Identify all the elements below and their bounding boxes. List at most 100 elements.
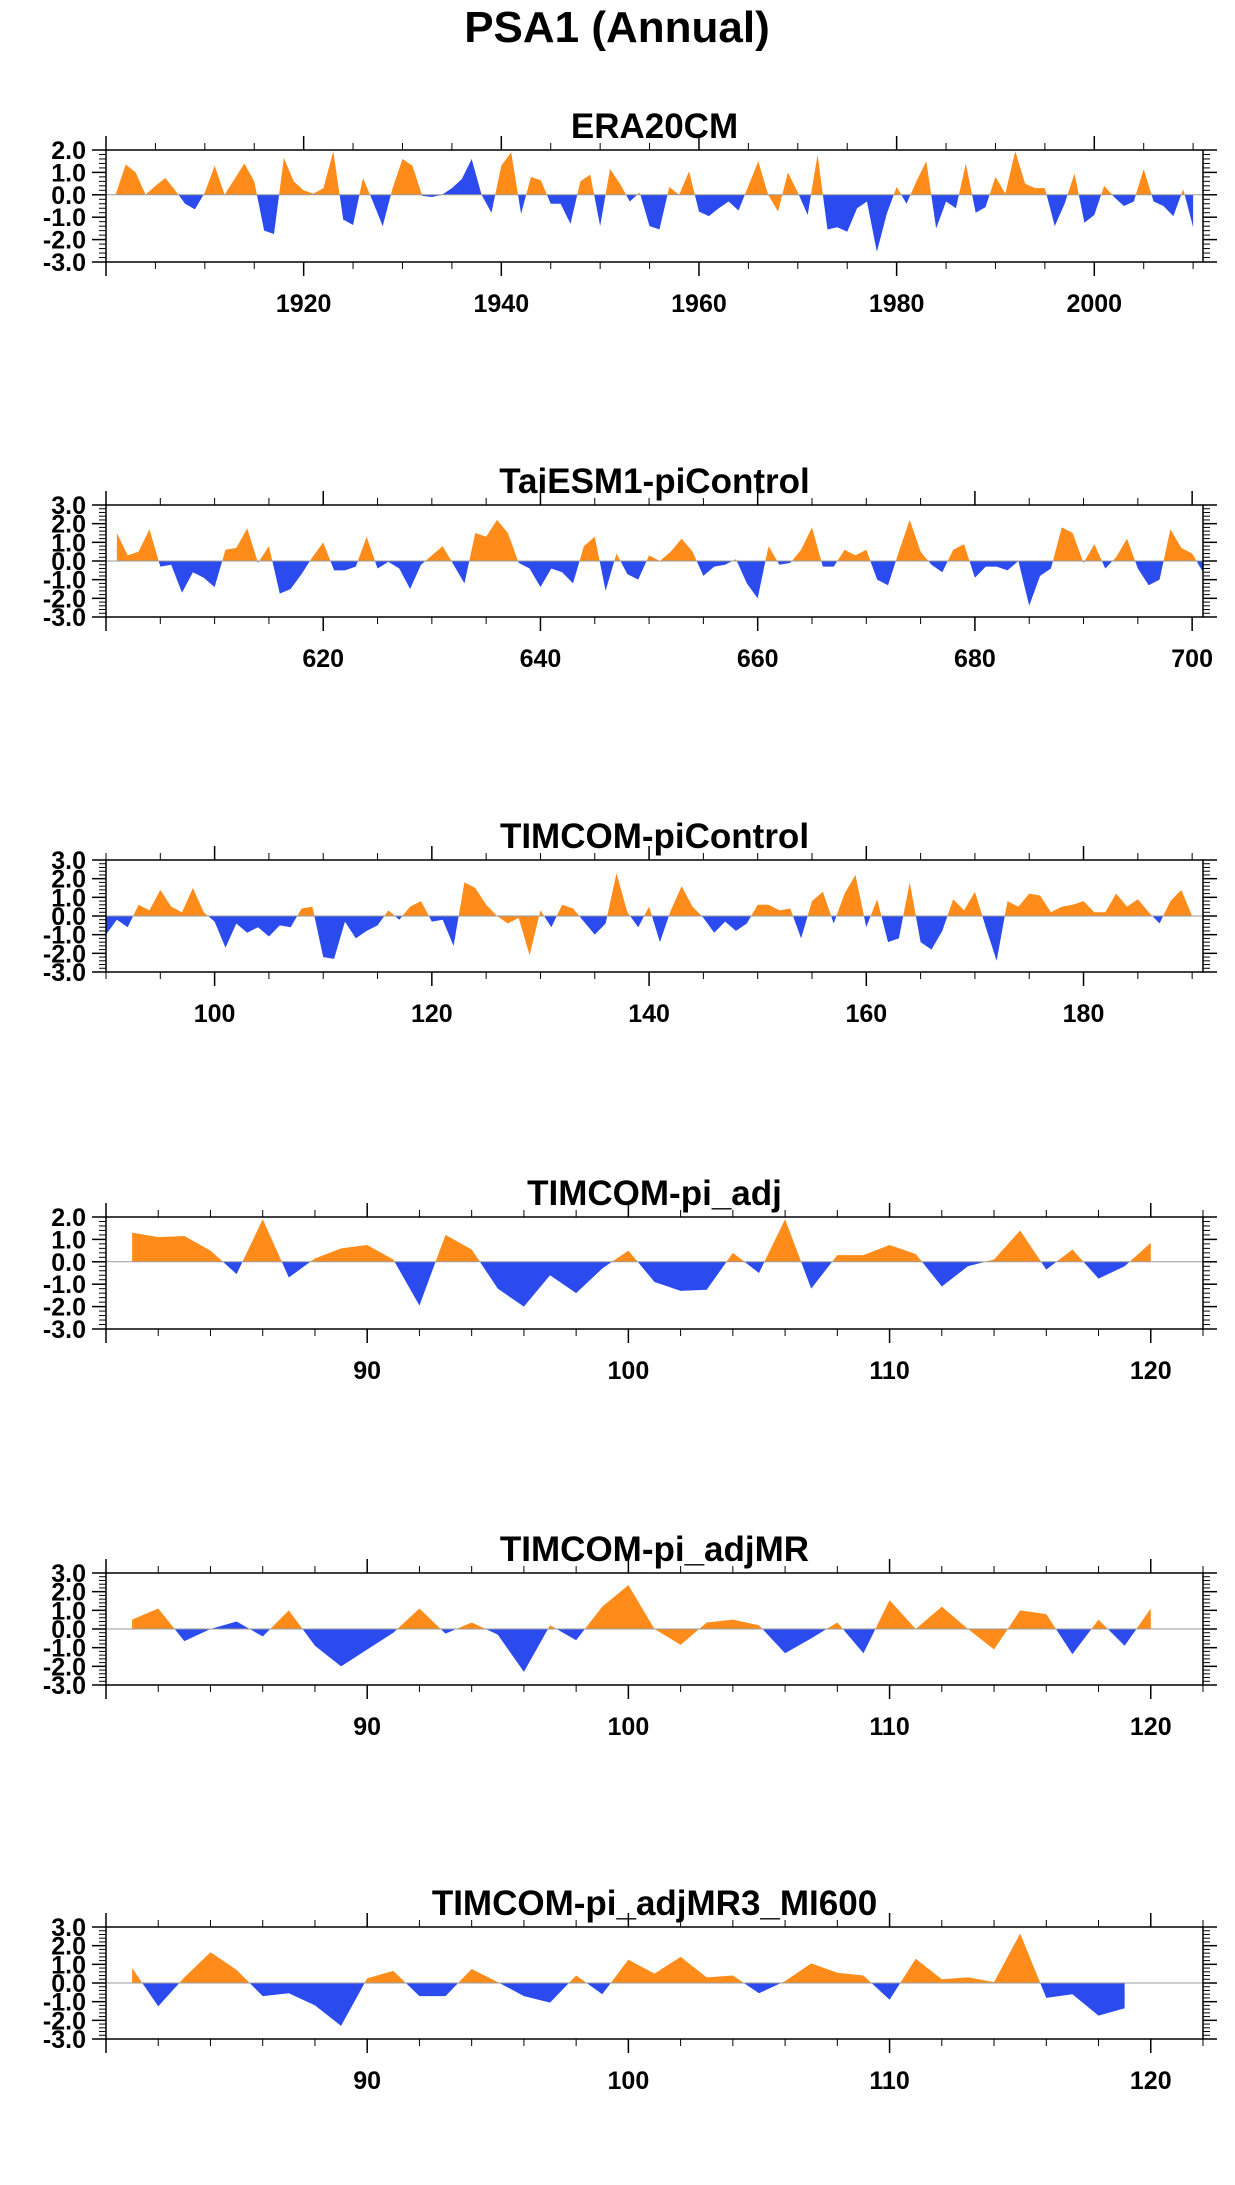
- x-tick-label: 90: [353, 2067, 381, 2095]
- negative-area: [651, 916, 669, 943]
- positive-area: [526, 176, 547, 195]
- negative-area: [518, 561, 580, 588]
- x-tick-label: 140: [628, 1000, 670, 1028]
- negative-area: [249, 1983, 365, 2026]
- positive-area: [875, 1600, 1008, 1650]
- negative-area: [1196, 561, 1203, 573]
- y-tick-label: -1.0: [43, 1989, 86, 2017]
- y-axis: -3.0-2.0-1.00.01.02.03.0: [43, 847, 1217, 987]
- x-tick-label: 180: [1063, 1000, 1105, 1028]
- y-axis: -3.0-2.0-1.00.01.02.03.0: [43, 1914, 1217, 2054]
- negative-area: [330, 561, 358, 571]
- negative-area: [142, 1983, 180, 2007]
- positive-area: [364, 1970, 406, 1983]
- negative-area: [586, 1983, 611, 1995]
- area-series: [132, 1219, 1151, 1307]
- negative-area: [485, 1629, 548, 1672]
- positive-area: [646, 538, 697, 561]
- positive-area: [1056, 1249, 1084, 1262]
- y-axis: -3.0-2.0-1.00.01.02.03.0: [43, 1560, 1217, 1700]
- positive-area: [826, 1622, 843, 1629]
- y-tick-label: 0.0: [51, 1249, 86, 1277]
- negative-area: [736, 561, 766, 599]
- positive-area: [310, 1245, 395, 1262]
- positive-area: [836, 874, 864, 916]
- y-axis: -3.0-2.0-1.00.01.02.03.0: [43, 492, 1217, 632]
- positive-area: [699, 1619, 763, 1629]
- y-tick-label: -3.0: [43, 604, 86, 632]
- y-axis: -3.0-2.0-1.00.01.02.0: [43, 1204, 1217, 1344]
- negative-area: [518, 194, 527, 214]
- y-tick-label: 1.0: [51, 529, 86, 557]
- y-tick-label: -2.0: [43, 2007, 86, 2035]
- positive-area: [579, 536, 600, 561]
- x-tick-label: 1920: [276, 290, 332, 318]
- positive-area: [132, 1608, 175, 1629]
- y-tick-label: 2.0: [51, 1933, 86, 1961]
- negative-area: [1135, 561, 1164, 586]
- negative-area: [701, 916, 752, 933]
- x-tick-label: 640: [520, 645, 562, 673]
- negative-area: [405, 1983, 459, 1997]
- negative-area: [640, 194, 668, 230]
- positive-area: [115, 164, 179, 195]
- positive-area: [985, 1230, 1042, 1262]
- y-tick-label: 2.0: [51, 137, 86, 165]
- negative-area: [801, 1261, 833, 1289]
- negative-area: [281, 1261, 311, 1278]
- x-axis: 90 100 110 120: [105, 1203, 1204, 1385]
- panel-title: TIMCOM-pi_adj: [527, 1174, 782, 1213]
- negative-area: [1056, 1629, 1092, 1655]
- negative-area: [694, 194, 745, 217]
- negative-area: [620, 561, 647, 580]
- negative-area: [831, 916, 837, 924]
- x-axis: 90 100 110 120: [105, 1913, 1204, 2095]
- panel-title: TIMCOM-pi_adjMR3_MI600: [432, 1884, 877, 1923]
- negative-area: [762, 1629, 827, 1654]
- y-tick-label: -3.0: [43, 1672, 86, 1700]
- x-tick-label: 2000: [1066, 290, 1122, 318]
- positive-area: [644, 906, 652, 916]
- positive-area: [259, 546, 273, 561]
- y-tick-label: 1.0: [51, 884, 86, 912]
- x-tick-label: 100: [608, 2067, 650, 2095]
- panel-title: TIMCOM-pi_adjMR: [500, 1530, 809, 1569]
- y-tick-label: 0.0: [51, 1616, 86, 1644]
- positive-area: [958, 163, 973, 195]
- negative-area: [744, 1261, 765, 1273]
- area-series: [132, 1585, 1151, 1672]
- negative-area: [822, 194, 894, 252]
- negative-area: [901, 194, 911, 204]
- y-tick-label: -2.0: [43, 585, 86, 613]
- negative-area: [1112, 194, 1136, 206]
- y-tick-label: 0.0: [51, 548, 86, 576]
- negative-area: [792, 916, 808, 939]
- negative-area: [556, 1629, 585, 1641]
- positive-area: [810, 154, 823, 195]
- negative-area: [302, 1629, 398, 1667]
- x-axis: 90 100 110 120: [105, 1559, 1204, 1741]
- positive-area: [270, 1610, 303, 1629]
- positive-area: [989, 151, 1047, 195]
- positive-area: [910, 161, 932, 195]
- positive-area: [359, 178, 371, 195]
- positive-area: [1163, 889, 1193, 916]
- positive-area: [668, 886, 702, 916]
- negative-area: [428, 916, 459, 946]
- x-tick-label: 90: [353, 1713, 381, 1741]
- y-tick-label: -3.0: [43, 2026, 86, 2054]
- positive-area: [895, 519, 929, 561]
- chart-panel-2: TaiESM1-piControl-3.0-2.0-1.00.01.02.03.…: [43, 462, 1217, 673]
- positive-area: [132, 1968, 143, 1983]
- positive-area: [900, 1933, 1041, 1983]
- positive-area: [577, 174, 595, 195]
- y-tick-label: 0.0: [51, 903, 86, 931]
- y-tick-label: 2.0: [51, 511, 86, 539]
- negative-area: [544, 916, 557, 928]
- x-tick-label: 160: [845, 1000, 887, 1028]
- negative-area: [440, 1629, 457, 1634]
- positive-area: [610, 1956, 744, 1983]
- x-axis: 620 640 660 680 700: [105, 491, 1213, 673]
- x-tick-label: 1980: [869, 290, 925, 318]
